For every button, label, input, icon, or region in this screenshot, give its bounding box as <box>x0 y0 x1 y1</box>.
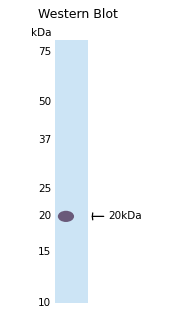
Text: kDa: kDa <box>31 28 51 38</box>
Text: 25: 25 <box>38 184 51 193</box>
Text: 37: 37 <box>38 135 51 145</box>
Text: 10: 10 <box>38 298 51 308</box>
Text: 15: 15 <box>38 247 51 257</box>
Ellipse shape <box>58 211 74 222</box>
Text: 50: 50 <box>38 97 51 107</box>
Text: 20kDa: 20kDa <box>108 211 142 221</box>
Text: 20: 20 <box>38 211 51 221</box>
Text: 75: 75 <box>38 47 51 57</box>
FancyBboxPatch shape <box>55 40 88 306</box>
Text: Western Blot: Western Blot <box>38 8 118 21</box>
